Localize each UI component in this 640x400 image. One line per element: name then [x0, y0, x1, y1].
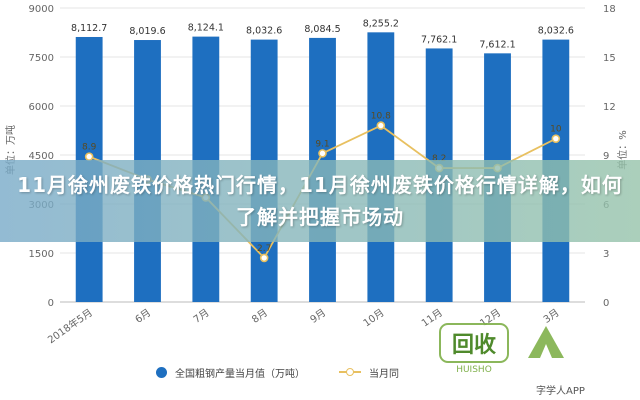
- y-tick-label: 9000: [29, 4, 54, 15]
- line-value-label: 8.2: [432, 154, 446, 164]
- y2-axis-label: 单位：%: [616, 130, 629, 170]
- x-tick-label: 2018年5月: [45, 306, 95, 346]
- x-tick-label: 9月: [308, 307, 328, 326]
- bar-value-label: 8,255.2: [363, 18, 399, 29]
- page-title: 11月徐州废铁价格热门行情，11月徐州废铁价格行情详解，如何了解并把握市场动: [17, 173, 623, 229]
- x-tick-label: 7月: [191, 307, 211, 326]
- y-tick-label: 0: [48, 298, 54, 309]
- line-point: [259, 253, 269, 263]
- legend: 全国粗钢产量当月值（万吨） 当月同: [0, 361, 640, 383]
- bar-value-label: 7,762.1: [421, 34, 457, 45]
- line-value-label: 10.8: [371, 112, 391, 122]
- legend-line-swatch: [339, 368, 361, 376]
- legend-line-label: 当月同: [369, 368, 399, 380]
- line-value-label: 10: [550, 125, 562, 135]
- line-point: [551, 134, 561, 143]
- y-tick-label: 6000: [29, 102, 54, 113]
- bar-value-label: 8,032.6: [246, 26, 282, 37]
- line-value-label: 8.9: [82, 143, 97, 153]
- y2-tick-label: 9: [603, 151, 609, 162]
- y2-tick-label: 15: [603, 53, 616, 64]
- logo-text: 回收: [452, 332, 496, 358]
- legend-bar-swatch: [156, 366, 167, 378]
- x-tick-label: 8月: [250, 307, 270, 326]
- x-tick-label: 6月: [133, 307, 153, 326]
- bar-value-label: 8,112.7: [71, 23, 107, 34]
- y2-tick-label: 12: [603, 102, 616, 113]
- legend-item-line: 当月同: [339, 365, 399, 380]
- bar-value-label: 7,612.1: [479, 39, 515, 50]
- line-value-label: 9.1: [315, 139, 329, 149]
- y-tick-label: 7500: [29, 53, 54, 64]
- line-value-label: 2.7: [257, 244, 271, 254]
- logo-wordmark: HUISHO: [456, 365, 492, 374]
- y2-tick-label: 18: [603, 4, 616, 15]
- huishou-logo: 回收 HUISHO: [432, 318, 582, 375]
- y2-tick-label: 3: [603, 249, 609, 260]
- y-tick-label: 1500: [29, 249, 54, 260]
- legend-item-bar: 全国粗钢产量当月值（万吨）: [156, 365, 305, 380]
- bar-value-label: 8,032.6: [538, 26, 574, 37]
- bar-value-label: 8,084.5: [304, 24, 340, 35]
- x-tick-label: 10月: [361, 307, 387, 330]
- line-point: [376, 121, 386, 130]
- watermark-text: 字学人APP: [536, 386, 585, 397]
- title-banner: 11月徐州废铁价格热门行情，11月徐州废铁价格行情详解，如何了解并把握市场动: [0, 160, 640, 242]
- bar-value-label: 8,019.6: [129, 26, 165, 37]
- y2-tick-label: 0: [603, 298, 609, 309]
- legend-bar-label: 全国粗钢产量当月值（万吨）: [175, 368, 305, 380]
- line-point: [318, 149, 327, 158]
- y-tick-label: 4500: [29, 151, 54, 162]
- bar-value-label: 8,124.1: [188, 23, 224, 34]
